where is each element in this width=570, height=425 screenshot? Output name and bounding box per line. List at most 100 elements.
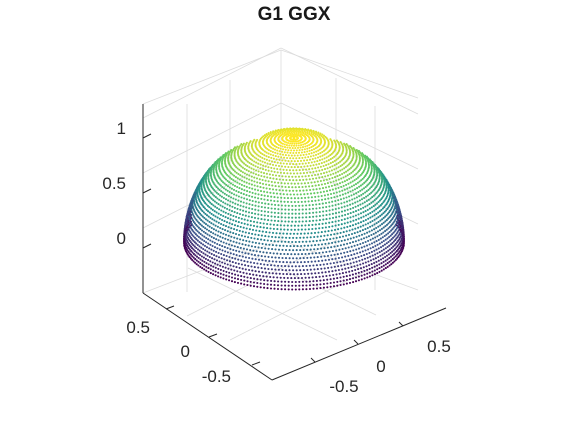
surface-point	[299, 154, 302, 157]
surface-point	[284, 208, 287, 211]
surface-point	[234, 180, 237, 183]
surface-point	[352, 193, 355, 196]
surface-point	[312, 287, 315, 290]
surface-point	[304, 156, 307, 159]
surface-point	[281, 159, 284, 162]
surface-point	[392, 245, 395, 248]
surface-point	[359, 251, 362, 254]
surface-point	[340, 227, 343, 230]
surface-point	[212, 214, 215, 217]
surface-point	[356, 200, 359, 203]
surface-point	[229, 239, 232, 242]
surface-point	[205, 241, 208, 244]
surface-point	[267, 214, 270, 218]
surface-point	[337, 161, 340, 164]
surface-point	[371, 266, 374, 269]
surface-point	[309, 155, 312, 158]
surface-point	[253, 261, 256, 265]
surface-point	[302, 248, 305, 252]
surface-point	[226, 185, 230, 188]
surface-point	[256, 225, 259, 228]
surface-point	[236, 278, 240, 281]
surface-point	[391, 241, 394, 244]
surface-point	[230, 177, 233, 181]
surface-point	[381, 236, 384, 239]
surface-point	[321, 202, 324, 205]
surface-point	[244, 252, 247, 255]
surface-point	[250, 167, 253, 170]
grid-line	[280, 239, 419, 291]
surface-point	[317, 184, 320, 187]
surface-point	[385, 223, 389, 226]
surface-point	[204, 218, 207, 221]
surface-point	[332, 273, 335, 277]
surface-point	[287, 149, 290, 152]
surface-point	[245, 198, 249, 201]
surface-point	[328, 225, 331, 228]
surface-point	[374, 231, 377, 234]
surface-point	[364, 185, 367, 189]
surface-point	[212, 273, 215, 276]
surface-point	[291, 142, 294, 145]
surface-point	[198, 240, 201, 244]
surface-point	[284, 175, 287, 178]
surface-point	[279, 192, 282, 195]
surface-point	[248, 228, 251, 231]
surface-point	[272, 223, 275, 226]
surface-point	[283, 146, 287, 149]
surface-point	[257, 270, 261, 273]
surface-point	[226, 207, 229, 210]
grid-line	[142, 47, 282, 119]
surface-point	[307, 224, 310, 227]
surface-point	[267, 169, 270, 172]
surface-point	[243, 167, 246, 170]
surface-point	[280, 208, 283, 211]
surface-point	[326, 286, 329, 289]
surface-point	[250, 253, 253, 256]
surface-point	[360, 238, 363, 241]
surface-point	[237, 191, 240, 194]
surface-point	[280, 182, 283, 185]
surface-point	[220, 257, 223, 260]
surface-point	[264, 271, 267, 274]
surface-point	[237, 221, 240, 224]
surface-point	[377, 194, 380, 198]
surface-point	[242, 271, 245, 274]
surface-point	[271, 173, 274, 177]
surface-point	[212, 204, 215, 207]
surface-point	[361, 172, 364, 175]
surface-point	[322, 179, 325, 182]
surface-point	[329, 285, 332, 288]
surface-point	[368, 203, 371, 206]
surface-point	[379, 224, 382, 227]
surface-point	[289, 232, 292, 235]
surface-point	[298, 169, 301, 172]
chart-title: G1 GGX	[258, 4, 331, 25]
surface-point	[258, 230, 261, 233]
surface-point	[366, 272, 369, 275]
surface-point	[221, 265, 224, 268]
surface-point	[300, 165, 303, 168]
surface-point	[292, 249, 295, 252]
surface-point	[236, 177, 239, 180]
surface-point	[339, 160, 342, 163]
surface-point	[337, 228, 340, 231]
surface-point	[291, 288, 294, 291]
surface-point	[192, 239, 195, 242]
surface-point	[227, 226, 230, 229]
surface-point	[252, 285, 256, 288]
surface-point	[310, 196, 313, 199]
surface-point	[219, 235, 222, 238]
surface-point	[289, 132, 292, 135]
surface-point	[254, 165, 257, 168]
surface-point	[311, 207, 315, 210]
surface-point	[205, 228, 209, 231]
surface-point	[278, 260, 281, 263]
surface-point	[394, 255, 397, 258]
surface-point	[303, 261, 306, 264]
surface-point	[241, 171, 244, 174]
surface-point	[240, 192, 243, 195]
surface-point	[260, 255, 263, 258]
surface-point	[230, 244, 233, 247]
surface-point	[349, 225, 352, 228]
